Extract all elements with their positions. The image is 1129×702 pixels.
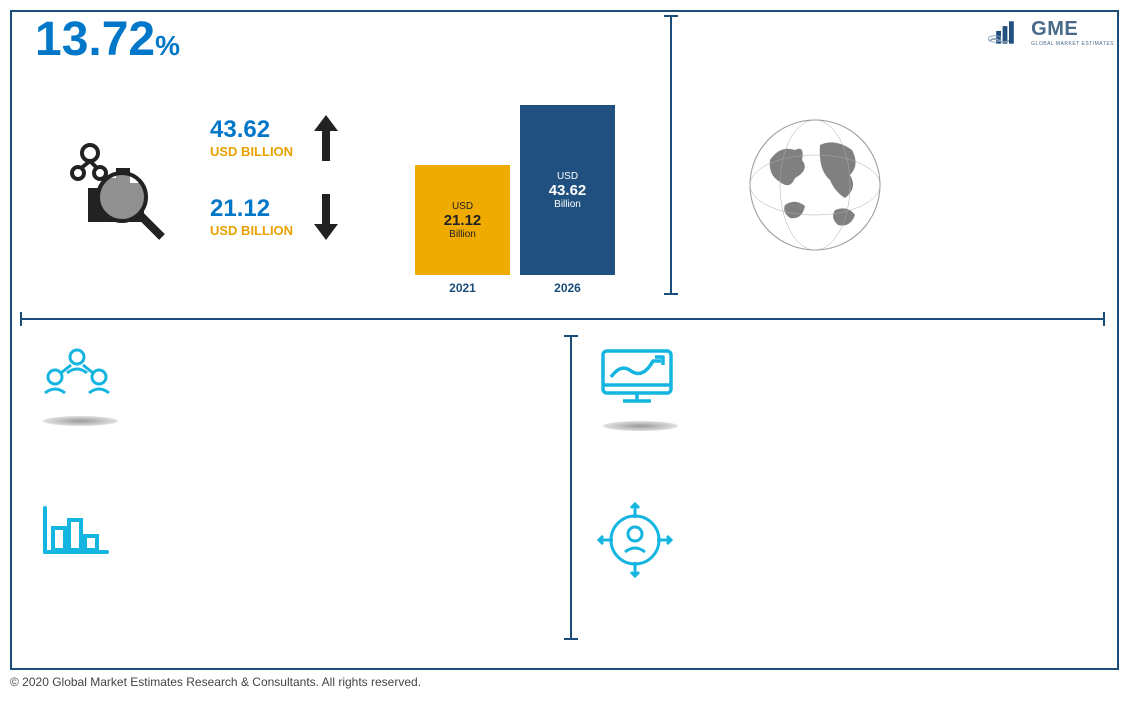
metric-low: 21.12 USD BILLION <box>210 189 341 244</box>
headline-cagr: 13.72% <box>35 12 180 67</box>
analysis-icon <box>70 135 180 250</box>
monitor-trend-icon <box>595 345 680 431</box>
logo-subtitle: GLOBAL MARKET ESTIMATES <box>1031 41 1114 47</box>
metric-low-value: 21.12 <box>210 195 293 223</box>
arrow-up-icon <box>311 110 341 165</box>
bar-chart-icon <box>35 500 120 565</box>
metric-high: 43.62 USD BILLION <box>210 110 341 165</box>
horizontal-divider <box>20 318 1105 320</box>
people-network-icon <box>35 345 120 426</box>
metric-low-unit: USD BILLION <box>210 223 293 238</box>
logo-text: GME <box>1031 18 1114 41</box>
metric-high-value: 43.62 <box>210 116 293 144</box>
headline-value: 13.72 <box>35 13 155 66</box>
bar-2021: USD21.12Billion <box>415 165 510 275</box>
vertical-divider-top <box>670 15 672 295</box>
headline-unit: % <box>155 30 180 61</box>
bar-label-2026: 2026 <box>520 281 615 295</box>
vertical-divider-bottom <box>570 335 572 640</box>
arrow-down-icon <box>311 189 341 244</box>
market-metrics: 43.62 USD BILLION 21.12 USD BILLION <box>210 110 341 268</box>
gme-logo: GME GLOBAL MARKET ESTIMATES <box>985 15 1114 50</box>
metric-high-unit: USD BILLION <box>210 144 293 159</box>
bar-label-2021: 2021 <box>415 281 510 295</box>
copyright-text: © 2020 Global Market Estimates Research … <box>10 675 421 689</box>
target-person-icon <box>595 500 675 585</box>
globe-icon <box>740 110 890 265</box>
market-bar-chart: USD21.12BillionUSD43.62Billion 2021 2026 <box>415 105 635 305</box>
bar-2026: USD43.62Billion <box>520 105 615 275</box>
logo-icon <box>985 15 1025 50</box>
